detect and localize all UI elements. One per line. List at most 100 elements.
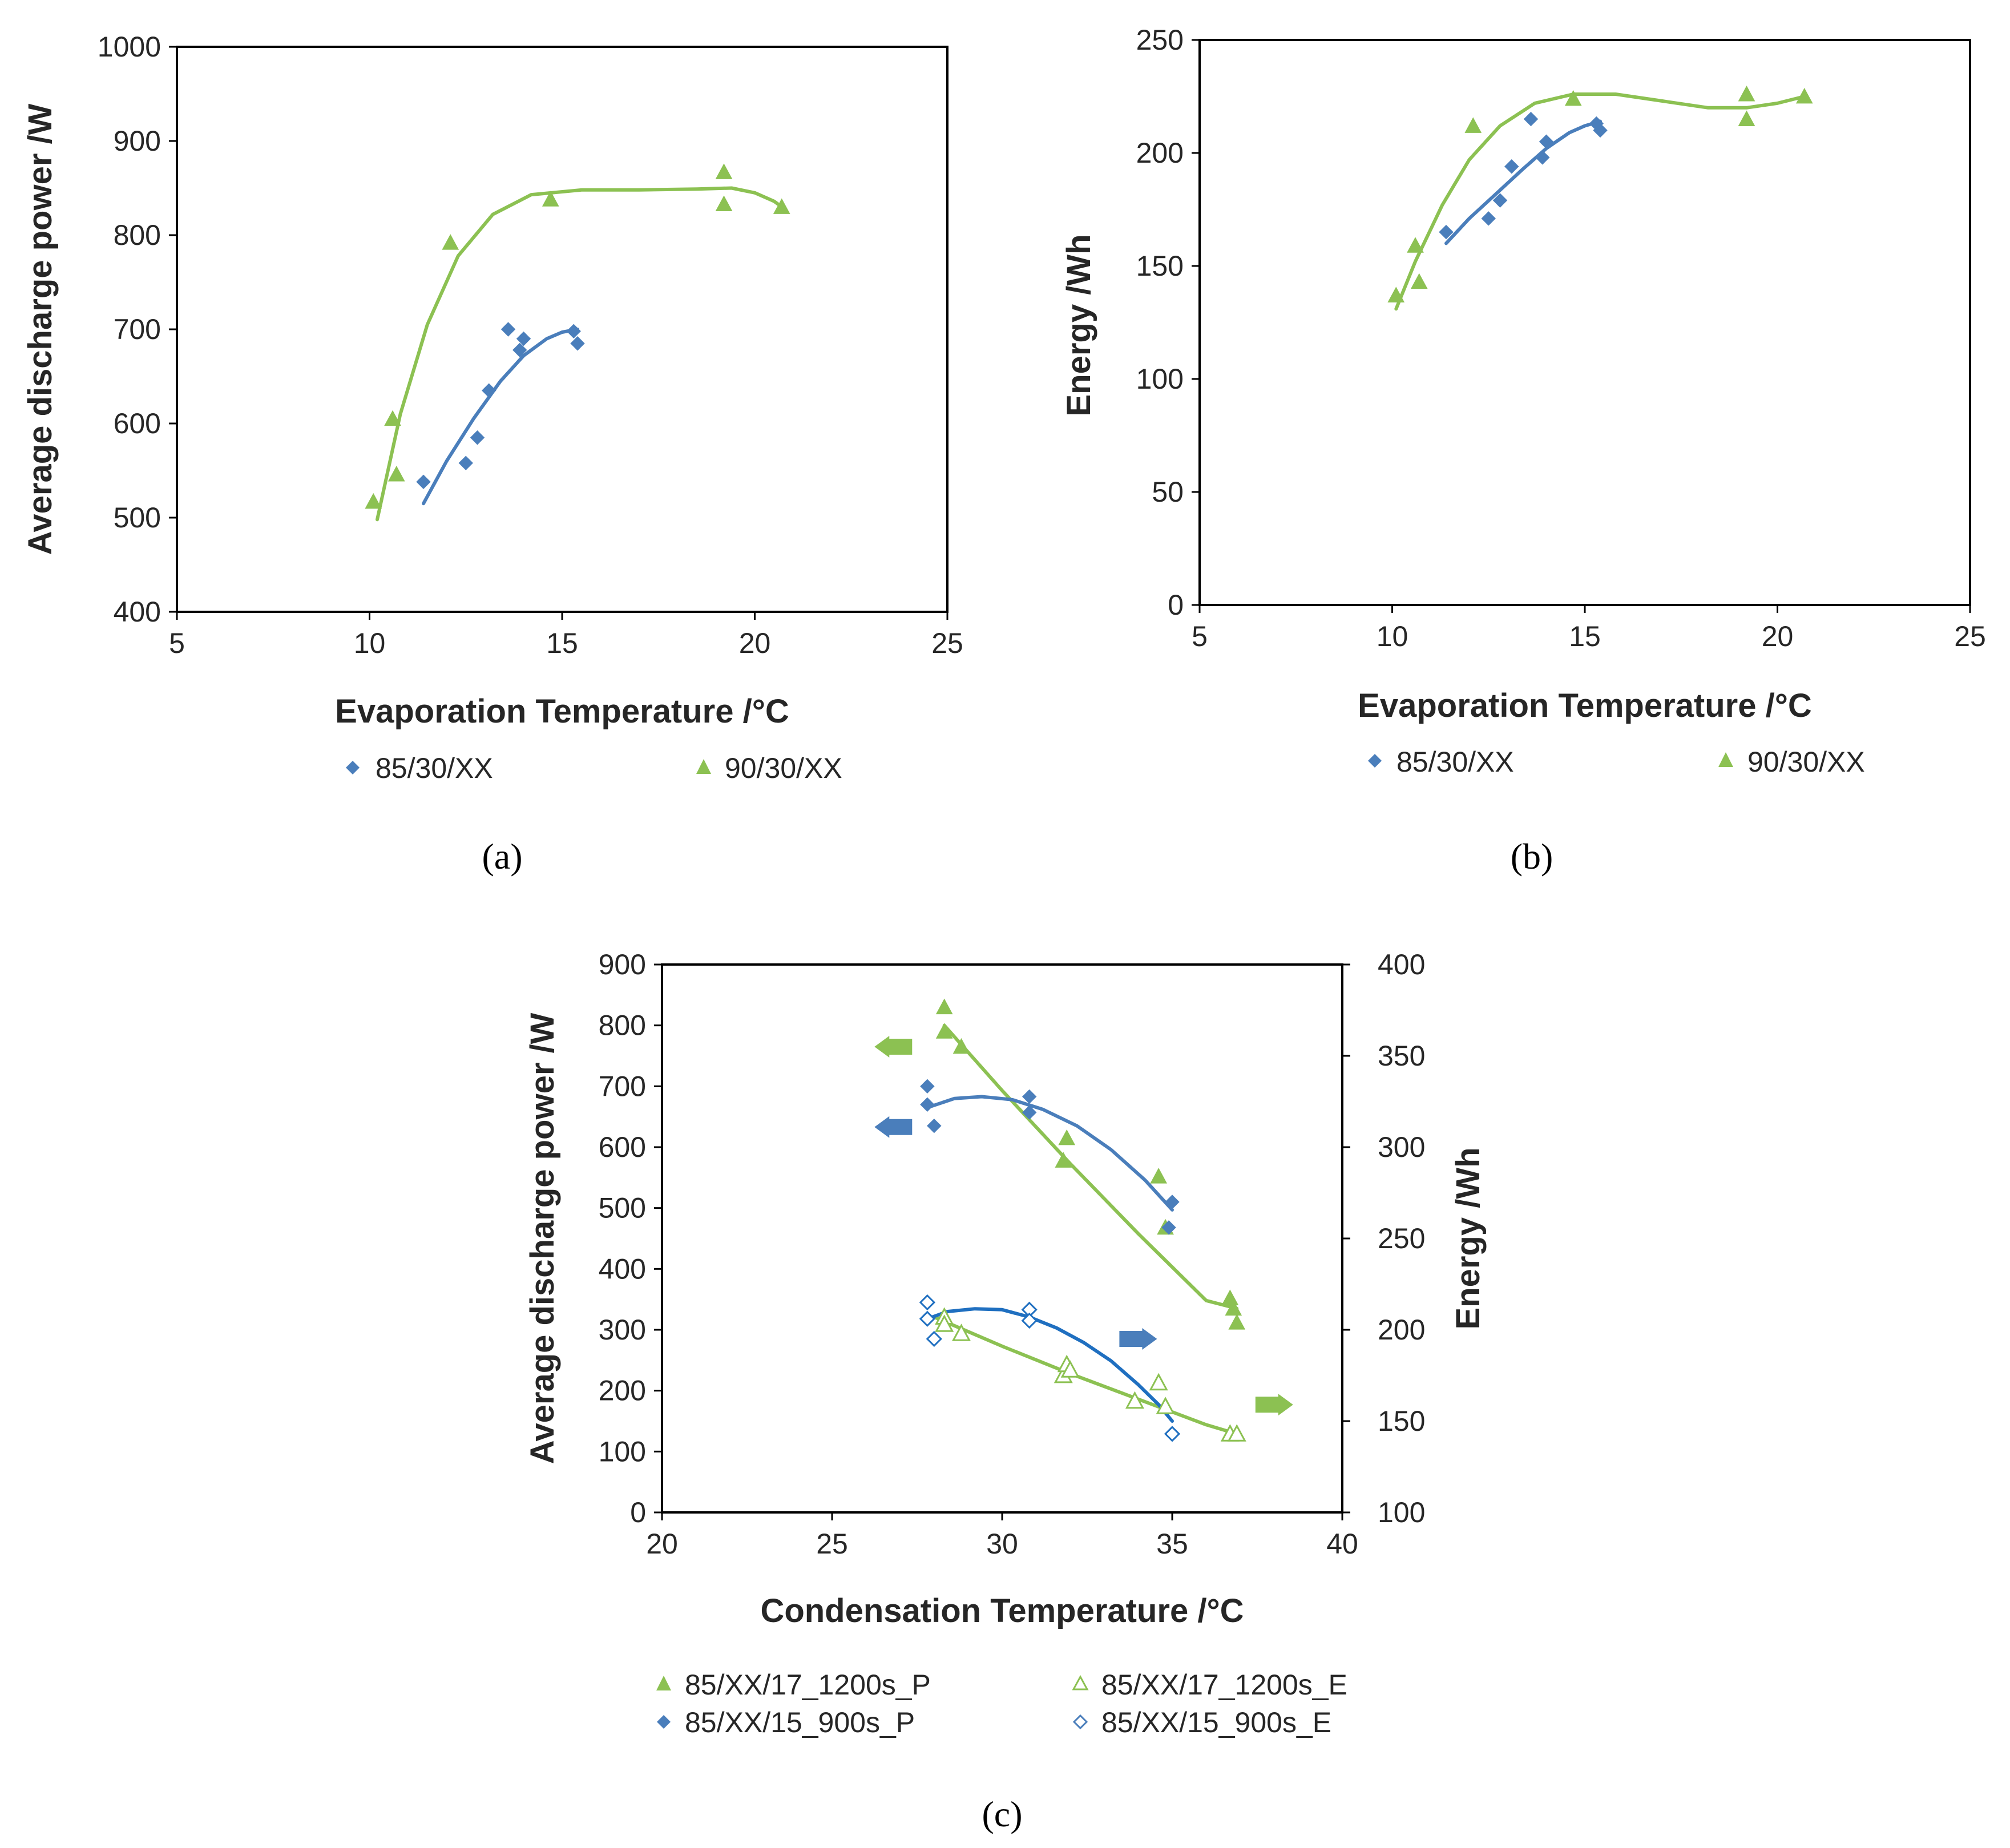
data-point-triangle <box>1125 1391 1144 1409</box>
data-point-triangle <box>715 163 733 179</box>
data-point-triangle <box>1156 1397 1175 1414</box>
data-point-triangle <box>365 493 382 509</box>
axis-arrow-left <box>874 1116 913 1138</box>
y2-tick-label: 250 <box>1378 1222 1425 1254</box>
trend-line <box>1444 119 1602 245</box>
data-point-triangle <box>1228 1314 1246 1330</box>
data-point-triangle <box>773 198 790 214</box>
data-point-diamond <box>1021 1312 1038 1329</box>
axis-arrow-right <box>1255 1394 1293 1416</box>
data-point-triangle <box>1738 85 1755 102</box>
data-point-triangle <box>951 1324 971 1341</box>
y2-tick-label: 200 <box>1378 1314 1425 1346</box>
legend-marker-diamond <box>346 761 360 774</box>
data-point-diamond <box>1439 224 1454 240</box>
y-tick-label: 200 <box>1136 137 1184 169</box>
data-point-diamond <box>1492 193 1508 208</box>
trend-line <box>942 1023 1239 1310</box>
y-tick-label: 700 <box>599 1070 646 1102</box>
trend-line <box>925 1307 1174 1423</box>
x-axis-label: Evaporation Temperature /°C <box>1358 687 1812 724</box>
data-point-diamond <box>458 455 473 471</box>
legend-label-series-4: 85/XX/15_900s_E <box>1101 1706 1331 1738</box>
data-point-diamond <box>927 1118 942 1133</box>
data-point-diamond <box>1022 1105 1037 1120</box>
data-point-diamond <box>1161 1220 1176 1235</box>
y-tick-label: 100 <box>599 1435 646 1467</box>
markers-layer <box>1387 85 1813 302</box>
legend-label-series-2: 90/30/XX <box>1747 746 1865 778</box>
data-point-triangle <box>1058 1129 1076 1145</box>
plot-area <box>661 963 1343 1514</box>
data-point-diamond <box>1535 150 1550 165</box>
legend: 85/30/XX 90/30/XX <box>1368 746 1865 778</box>
legend-marker-diamond <box>1368 754 1382 768</box>
data-point-triangle <box>935 998 953 1015</box>
data-point-triangle <box>1410 273 1428 289</box>
data-point-triangle <box>384 410 401 426</box>
markers-layer <box>365 163 790 509</box>
data-point-diamond <box>920 1079 935 1094</box>
legend-marker-open-diamond <box>1072 1714 1088 1730</box>
legend-label-series-1: 85/30/XX <box>376 752 493 784</box>
trend-line <box>422 328 579 506</box>
y2-tick-label: 150 <box>1378 1405 1425 1437</box>
data-point-triangle <box>1060 1360 1080 1378</box>
data-point-triangle <box>1564 90 1582 106</box>
data-point-triangle <box>1225 1300 1242 1316</box>
data-point-diamond <box>1481 211 1496 226</box>
caption-b: (b) <box>1511 836 1553 877</box>
data-point-triangle <box>952 1038 970 1054</box>
trend-line <box>376 186 784 522</box>
data-point-diamond <box>512 342 527 358</box>
y-tick-label: 400 <box>114 596 161 628</box>
data-point-diamond <box>482 383 497 398</box>
data-point-triangle <box>1407 237 1424 253</box>
y-tick-label: 900 <box>599 949 646 981</box>
chart-b: 5 10 15 20 25 0 50 100 150 200 250 Evaporation Te… <box>1060 24 1986 877</box>
x-axis-label: Evaporation Temperature /°C <box>335 693 789 730</box>
y-tick-label: 300 <box>599 1314 646 1346</box>
data-point-triangle <box>935 1023 953 1039</box>
data-point-triangle <box>1795 87 1813 104</box>
x-tick-label: 5 <box>169 627 185 659</box>
y-tick-label: 900 <box>114 125 161 157</box>
y-axis-ticks: 400 500 600 700 800 900 1000 <box>98 31 177 628</box>
plot-area <box>176 46 949 613</box>
x-axis-label: Condensation Temperature /°C <box>760 1592 1244 1629</box>
legend-label-series-2: 85/XX/17_1200s_E <box>1101 1669 1347 1701</box>
legend-label-series-3: 85/XX/15_900s_P <box>685 1706 915 1738</box>
y2-axis-label: Energy /Wh <box>1450 1147 1487 1329</box>
data-point-triangle <box>1738 110 1755 126</box>
data-point-diamond <box>516 331 531 346</box>
x-tick-label: 15 <box>546 627 578 659</box>
data-point-diamond <box>570 336 585 351</box>
x-axis-ticks: 20 25 30 35 40 <box>646 1512 1358 1560</box>
axis-arrow-right <box>1119 1328 1157 1350</box>
y-tick-label: 800 <box>599 1010 646 1042</box>
data-point-diamond <box>416 474 431 490</box>
y-tick-label: 50 <box>1152 476 1184 508</box>
data-point-triangle <box>1055 1152 1072 1168</box>
data-point-triangle <box>1227 1424 1246 1442</box>
x-tick-label: 10 <box>1377 620 1408 652</box>
y-tick-label: 500 <box>599 1192 646 1224</box>
series-layer <box>376 186 784 522</box>
y-tick-label: 800 <box>114 219 161 251</box>
legend-marker-filled-diamond <box>657 1715 671 1729</box>
data-point-triangle <box>1150 1168 1167 1184</box>
y2-axis-ticks: 100 150 200 250 300 350 400 <box>1342 949 1425 1528</box>
y-tick-label: 200 <box>599 1375 646 1407</box>
x-tick-label: 5 <box>1192 620 1208 652</box>
axis-arrow-left <box>874 1036 913 1058</box>
chart-c: 20 25 30 35 40 0100200300400500600700800900 … <box>524 949 1487 1834</box>
y-tick-label: 400 <box>599 1253 646 1285</box>
x-tick-label: 30 <box>986 1528 1018 1560</box>
legend-label-series-2: 90/30/XX <box>725 752 842 784</box>
data-point-diamond <box>1539 134 1554 149</box>
x-tick-label: 20 <box>739 627 771 659</box>
data-point-triangle <box>1387 287 1405 302</box>
legend-marker-filled-triangle <box>656 1676 671 1690</box>
caption-a: (a) <box>482 836 522 877</box>
